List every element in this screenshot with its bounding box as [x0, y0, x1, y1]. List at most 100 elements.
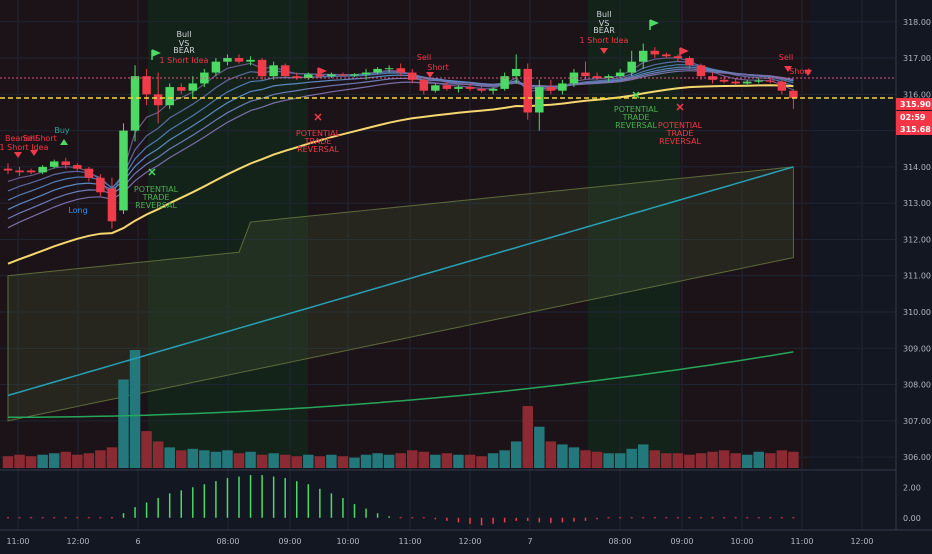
candle-body [165, 87, 174, 105]
price-tick-label: 309.00 [903, 344, 931, 353]
price-tick-label: 307.00 [903, 417, 931, 426]
volume-bar [188, 449, 199, 468]
volume-bar [130, 350, 141, 468]
candle-body [96, 178, 105, 193]
candle-body [743, 82, 752, 84]
candle-body [15, 171, 23, 173]
volume-bar [638, 444, 649, 468]
volume-bar [673, 453, 684, 468]
time-tick-label: 11:00 [398, 537, 421, 546]
price-tick-label: 310.00 [903, 308, 931, 317]
candle-body [142, 76, 151, 94]
candle-body [535, 87, 544, 112]
annotation-label: Sell [779, 53, 793, 62]
candle-body [755, 81, 764, 82]
volume-bar [118, 380, 129, 469]
candle-body [281, 65, 290, 76]
candle-body [524, 69, 533, 113]
time-tick-label: 09:00 [670, 537, 693, 546]
annotation-label: REVERSAL [615, 121, 657, 130]
annotation-label: 1 Short Idea [0, 143, 49, 152]
volume-bar [95, 450, 106, 468]
candle-body [581, 73, 590, 77]
candle-body [778, 82, 787, 91]
volume-bar [765, 453, 776, 468]
candle-body [662, 54, 671, 56]
volume-bar [245, 452, 256, 468]
candle-body [339, 74, 348, 75]
volume-bar [453, 455, 464, 468]
volume-bar [37, 455, 48, 468]
candle-body [720, 80, 729, 82]
volume-bar [153, 441, 164, 468]
volume-bar [372, 453, 383, 468]
volume-bar [3, 456, 14, 468]
time-tick-label: 12:00 [850, 537, 873, 546]
price-badge-text: 02:59 [900, 113, 926, 122]
candle-body [697, 65, 706, 76]
candle-body [627, 62, 636, 73]
price-tick-label: 317.00 [903, 54, 931, 63]
annotation-label: 1 Short Idea [580, 36, 629, 45]
candle-body [420, 80, 429, 91]
annotation-label: REVERSAL [297, 145, 339, 154]
candle-body [189, 83, 198, 90]
annotation-label: REVERSAL [659, 137, 701, 146]
volume-bar [61, 452, 72, 468]
volume-bar [141, 431, 152, 468]
candle-body [512, 69, 521, 76]
volume-bar [14, 455, 24, 468]
volume-bar [303, 455, 314, 468]
time-tick-label: 6 [135, 537, 140, 546]
price-tick-label: 316.00 [903, 90, 931, 99]
time-tick-label: 12:00 [458, 537, 481, 546]
volume-bar [523, 406, 534, 468]
price-tick-label: 308.00 [903, 381, 931, 390]
candle-body [177, 87, 186, 91]
volume-bar [292, 456, 303, 468]
candle-body [62, 161, 71, 165]
candle-body [396, 68, 405, 72]
time-tick-label: 10:00 [730, 537, 753, 546]
candle-body [131, 76, 140, 130]
volume-bar [234, 453, 245, 468]
price-badge-text: 315.90 [900, 100, 931, 109]
time-tick-label: 7 [527, 537, 532, 546]
candle-body [766, 81, 775, 82]
volume-bar [257, 455, 268, 468]
candle-body [431, 85, 440, 90]
candle-body [489, 89, 498, 91]
volume-bar [72, 455, 83, 468]
time-tick-label: 08:00 [216, 537, 239, 546]
candle-body [38, 167, 47, 172]
candle-body [27, 171, 35, 173]
price-tick-label: 306.00 [903, 453, 931, 462]
volume-bar [626, 449, 637, 468]
volume-bar [395, 453, 406, 468]
annotation-label: BEAR [173, 46, 195, 55]
candle-body [73, 165, 82, 169]
volume-bar [164, 447, 175, 468]
price-tick-label: 311.00 [903, 272, 931, 281]
volume-bar [465, 455, 476, 468]
volume-bar [742, 455, 753, 468]
volume-bar [407, 450, 418, 468]
annotation-label: Short [35, 134, 56, 143]
volume-bar [603, 453, 614, 468]
annotation-label: Short [427, 63, 448, 72]
volume-bar [211, 452, 222, 468]
candle-body [258, 60, 267, 76]
volume-bar [534, 427, 545, 468]
volume-bar [719, 450, 730, 468]
candle-body [789, 91, 798, 98]
volume-bar [615, 453, 626, 468]
price-tick-label: 314.00 [903, 163, 931, 172]
candle-body [4, 169, 13, 171]
candle-body [269, 65, 278, 76]
candle-body [246, 60, 255, 62]
volume-bar [222, 450, 233, 468]
candle-body [547, 87, 556, 91]
price-badge-text: 315.68 [900, 125, 931, 134]
